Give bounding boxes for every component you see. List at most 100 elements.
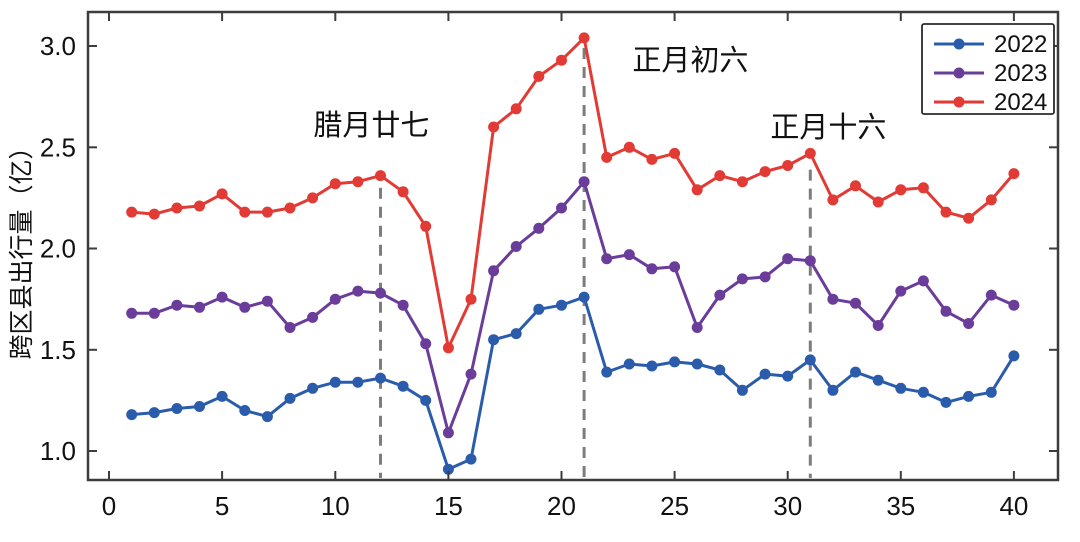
series-2022-point bbox=[601, 366, 613, 378]
series-2024-point bbox=[917, 182, 929, 194]
series-2023-point bbox=[307, 311, 319, 323]
x-tick-label: 40 bbox=[999, 491, 1028, 521]
series-2022-point bbox=[691, 358, 703, 370]
series-2023-point bbox=[850, 297, 861, 309]
series-2023-point bbox=[872, 320, 884, 331]
legend-item-2023: 2023 bbox=[934, 60, 1047, 87]
legend-item-2024: 2024 bbox=[934, 89, 1047, 116]
series-2024-point bbox=[1008, 168, 1020, 180]
legend-marker bbox=[953, 38, 965, 50]
series-2023-point bbox=[171, 299, 183, 311]
series-2022-point bbox=[375, 372, 386, 384]
series-2023 bbox=[126, 176, 1020, 439]
series-2022-point bbox=[1008, 350, 1020, 362]
series-2022-point bbox=[465, 453, 477, 465]
legend-item-2022: 2022 bbox=[934, 31, 1047, 58]
legend-marker bbox=[953, 96, 965, 108]
plot-border bbox=[86, 10, 1060, 482]
series-2022-point bbox=[556, 299, 567, 311]
series-2022 bbox=[126, 291, 1020, 475]
y-tick-label: 2.5 bbox=[40, 132, 76, 162]
series-2022-point bbox=[963, 390, 975, 402]
legend-marker bbox=[953, 67, 965, 79]
dashed-vlines bbox=[379, 48, 812, 478]
y-tick-label: 2.0 bbox=[40, 234, 76, 264]
series-2022-point bbox=[284, 392, 296, 404]
x-tick-label: 20 bbox=[547, 491, 576, 521]
series-2024-line bbox=[131, 36, 1016, 350]
series-2024-point bbox=[329, 178, 341, 190]
series-2024-point bbox=[352, 176, 364, 188]
series-2023-point bbox=[465, 368, 477, 380]
x-tick-label: 30 bbox=[773, 491, 802, 521]
series-2023-point bbox=[963, 318, 975, 329]
series-2024-point bbox=[736, 176, 748, 188]
series-2022-point bbox=[420, 394, 432, 406]
series-2022-point bbox=[940, 396, 952, 408]
series-2024-point bbox=[714, 170, 726, 182]
series-2024 bbox=[126, 32, 1020, 354]
series-2023-point bbox=[510, 241, 522, 252]
series-2024-point bbox=[488, 121, 500, 133]
y-tick-label: 1.0 bbox=[40, 436, 76, 466]
series-2024-point bbox=[397, 186, 409, 198]
series-2022-point bbox=[827, 384, 839, 396]
series-2023-point bbox=[940, 305, 952, 317]
x-tick-label: 15 bbox=[434, 491, 463, 521]
series-2022-point bbox=[736, 384, 748, 396]
series-2023-point bbox=[352, 285, 364, 297]
series-2022-point bbox=[216, 390, 228, 402]
x-tick-label: 35 bbox=[886, 491, 915, 521]
series-2024-point bbox=[963, 212, 975, 224]
series-2023-point bbox=[329, 293, 341, 305]
series-2023-point bbox=[442, 427, 454, 439]
series-2023-point bbox=[714, 289, 726, 301]
series-2024-point bbox=[261, 206, 273, 218]
series-2023-point bbox=[194, 301, 205, 313]
x-tick-label: 0 bbox=[102, 491, 116, 521]
series-2023-point bbox=[420, 338, 432, 350]
series-2023-point bbox=[669, 261, 681, 273]
series-2024-point bbox=[895, 184, 907, 196]
series-2023-point bbox=[375, 287, 386, 299]
series-2024-point bbox=[239, 206, 251, 218]
y-tick-label: 1.5 bbox=[40, 335, 76, 365]
series-2022-point bbox=[171, 403, 183, 414]
series-2023-point bbox=[126, 307, 138, 319]
series-2024-point bbox=[465, 293, 477, 305]
series-2023-point bbox=[917, 275, 929, 287]
series-2022-point bbox=[352, 376, 364, 388]
series-2023-point bbox=[895, 285, 907, 297]
series-2022-point bbox=[917, 386, 929, 398]
annotation-2: 正月十六 bbox=[770, 111, 886, 144]
series-2022-point bbox=[126, 409, 138, 421]
series-2024-point bbox=[307, 192, 319, 204]
series-2022-point bbox=[307, 382, 319, 394]
series-2022-point bbox=[804, 354, 816, 366]
series-2023-line bbox=[131, 180, 1015, 435]
series-2024-point bbox=[601, 151, 613, 163]
series-2023-point bbox=[533, 222, 545, 234]
series-2024-point bbox=[782, 160, 794, 171]
series-2024-point bbox=[194, 200, 205, 212]
series-2022-point bbox=[148, 407, 160, 419]
series-2022-point bbox=[578, 291, 590, 303]
x-tick-label: 5 bbox=[215, 491, 229, 521]
series-2022-point bbox=[669, 356, 681, 368]
series-2024-point bbox=[442, 342, 454, 354]
series-2024-point bbox=[126, 206, 138, 218]
series-2024-point bbox=[669, 147, 681, 159]
series-2024-point bbox=[171, 202, 183, 214]
series-2022-point bbox=[261, 411, 273, 423]
series-2024-point bbox=[533, 70, 545, 82]
series-2023-point bbox=[759, 271, 771, 283]
series-2023-point bbox=[736, 273, 748, 285]
series-2024-point bbox=[623, 141, 635, 153]
series-2024-point bbox=[646, 153, 658, 165]
series-2024-point bbox=[850, 180, 861, 192]
series-2023-point bbox=[1008, 299, 1020, 311]
series-2022-point bbox=[623, 358, 635, 370]
